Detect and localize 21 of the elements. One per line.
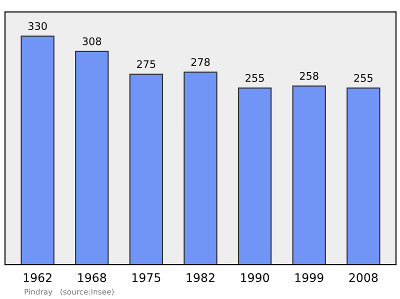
x-tick-label: 1975 xyxy=(132,273,160,282)
bar xyxy=(346,88,380,265)
bar xyxy=(292,85,326,265)
bar xyxy=(75,50,109,265)
x-tick-label: 1962 xyxy=(24,273,52,282)
bar xyxy=(20,36,54,265)
data-label: 255 xyxy=(354,74,372,82)
data-label: 255 xyxy=(246,74,264,82)
data-label: 258 xyxy=(300,72,318,80)
data-label: 275 xyxy=(137,60,156,68)
data-label: 330 xyxy=(28,22,47,30)
data-label: 308 xyxy=(82,37,102,46)
bar xyxy=(129,74,164,265)
bar xyxy=(238,88,272,265)
x-tick-label: 2008 xyxy=(349,273,378,282)
data-label: 278 xyxy=(191,58,210,66)
bar xyxy=(184,72,218,265)
x-tick-label: 1990 xyxy=(241,273,270,282)
x-tick-label: 1982 xyxy=(186,273,214,282)
x-tick-label: 1999 xyxy=(295,273,324,282)
x-tick-label: 1968 xyxy=(78,273,106,282)
